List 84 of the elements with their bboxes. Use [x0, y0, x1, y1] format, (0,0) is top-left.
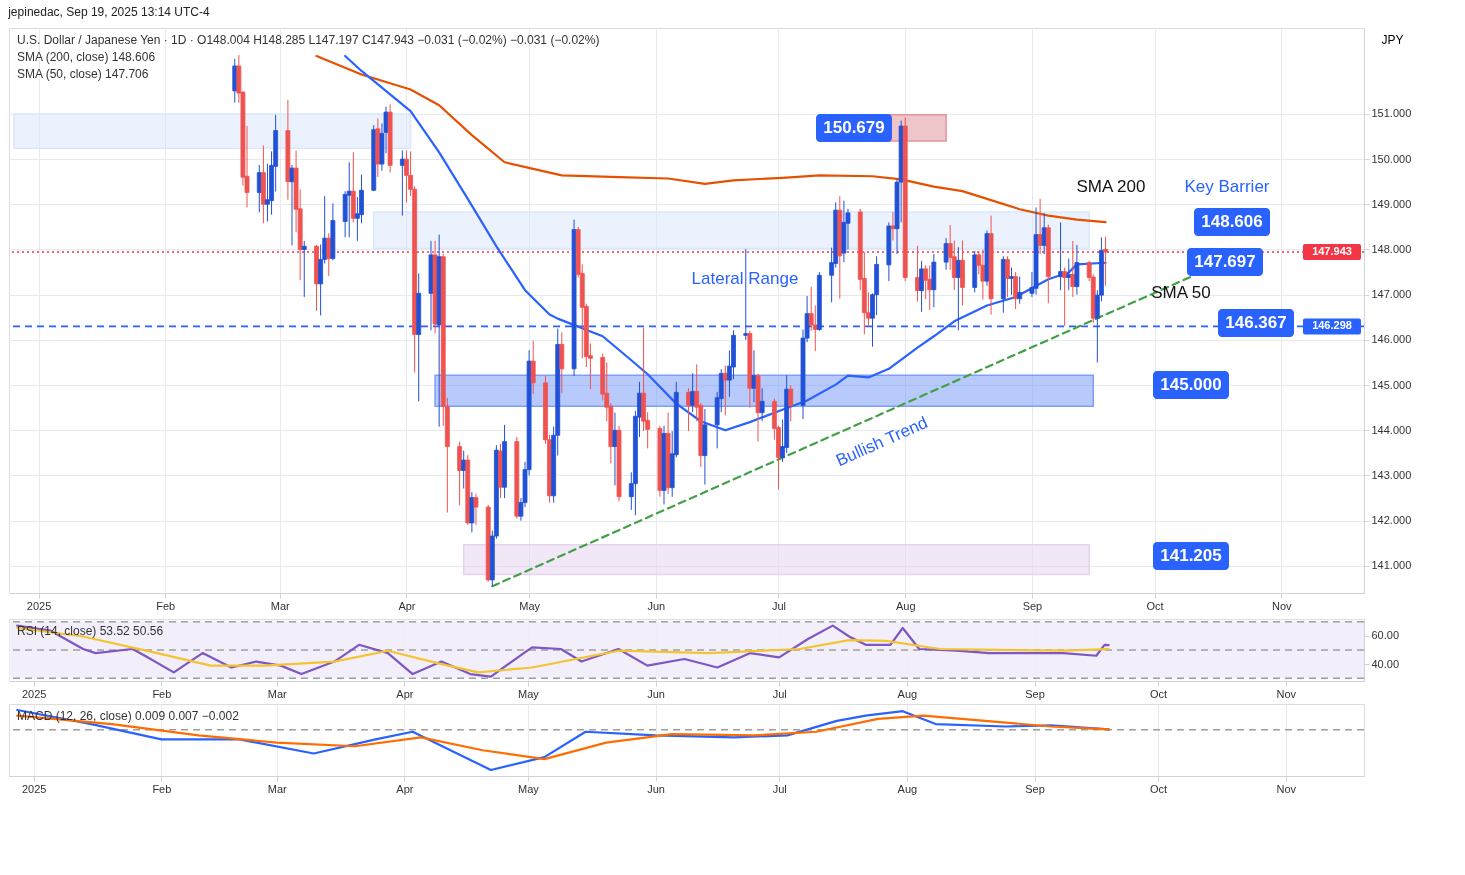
- y-tick-label: 144.000: [1371, 423, 1412, 436]
- candlestick: [530, 340, 536, 395]
- x-tick-label: May: [518, 782, 540, 795]
- x-tick-label: Oct: [1146, 599, 1164, 612]
- x-tick-label: Aug: [897, 687, 918, 700]
- candlestick: [890, 211, 896, 241]
- annotation: 146.367: [1225, 313, 1287, 332]
- y-tick-label: 142.000: [1371, 514, 1412, 527]
- y-tick-label: 151.000: [1371, 107, 1412, 120]
- x-tick-label: Feb: [156, 599, 176, 612]
- ref-line-label: 146.298: [1312, 319, 1352, 332]
- y-tick-label: 145.000: [1371, 378, 1412, 391]
- annotation: U.S. Dollar / Japanese Yen · 1D · O148.004 H148.285 L147.197 C147.943 −0.031 (−0.02%) −0.031 (−0.02%): [17, 33, 600, 47]
- y-tick-label: 40.00: [1371, 657, 1400, 670]
- x-tick-label: May: [518, 687, 540, 700]
- candlestick: [759, 387, 765, 422]
- chart-title: jepinedac, Sep 19, 2025 13:14 UTC-4: [7, 5, 210, 20]
- x-tick-label: Aug: [895, 599, 916, 612]
- x-tick-label: Feb: [152, 782, 172, 795]
- y-tick-label: 141.000: [1371, 559, 1412, 572]
- candlestick: [788, 384, 794, 422]
- annotation: Lateral Range: [691, 269, 799, 288]
- y-tick-label: 146.000: [1371, 333, 1412, 346]
- candlestick: [919, 260, 924, 313]
- x-tick-label: Oct: [1150, 782, 1168, 795]
- x-tick-label: May: [519, 599, 541, 612]
- annotation: SMA (200, close) 148.606: [17, 50, 156, 64]
- candlestick: [1005, 255, 1010, 298]
- candlestick: [1074, 244, 1080, 296]
- annotation: 150.679: [823, 118, 885, 137]
- x-tick-label: Oct: [1150, 687, 1168, 700]
- candlestick: [743, 248, 749, 341]
- x-tick-label: Nov: [1272, 599, 1293, 612]
- x-tick-label: Jun: [647, 687, 665, 700]
- candlestick: [1017, 276, 1023, 305]
- x-tick-label: Nov: [1276, 782, 1297, 795]
- y-tick-label: 149.000: [1371, 197, 1412, 210]
- x-tick-label: Mar: [267, 687, 288, 700]
- candlestick: [404, 149, 409, 203]
- x-tick-label: Jun: [647, 599, 666, 612]
- x-tick-label: Aug: [897, 782, 918, 795]
- x-tick-label: Jul: [772, 687, 787, 700]
- x-tick-label: Nov: [1276, 687, 1297, 700]
- x-tick-label: Apr: [398, 599, 416, 612]
- x-tick-label: Apr: [396, 687, 414, 700]
- annotation: SMA 50: [1151, 283, 1211, 302]
- annotation: 148.606: [1201, 212, 1263, 231]
- x-tick-label: Sep: [1022, 599, 1043, 612]
- x-tick-label: 2025: [26, 599, 52, 612]
- x-tick-label: Jul: [772, 782, 787, 795]
- y-axis-title: JPY: [1381, 32, 1404, 47]
- candlestick: [301, 240, 307, 298]
- x-tick-label: Sep: [1025, 782, 1045, 795]
- annotation: 141.205: [1160, 546, 1222, 565]
- y-tick-label: 147.000: [1371, 288, 1412, 301]
- x-tick-label: 2025: [21, 687, 47, 700]
- candlestick: [1103, 236, 1108, 287]
- candlestick: [461, 450, 467, 490]
- ref-line-label: 147.943: [1312, 245, 1352, 258]
- annotation: 147.697: [1194, 252, 1256, 271]
- candlestick: [943, 237, 949, 271]
- annotation: Key Barrier: [1184, 177, 1270, 196]
- annotation: SMA 200: [1076, 177, 1146, 196]
- y-tick-label: 148.000: [1371, 242, 1412, 255]
- x-tick-label: Jun: [647, 782, 665, 795]
- x-tick-label: Apr: [396, 782, 414, 795]
- x-tick-label: Feb: [152, 687, 172, 700]
- candlestick: [457, 441, 463, 506]
- y-tick-label: 143.000: [1371, 468, 1412, 481]
- x-tick-label: Sep: [1025, 687, 1045, 700]
- candlestick: [1013, 271, 1018, 310]
- annotation: 145.000: [1160, 375, 1222, 394]
- candlestick: [399, 149, 405, 217]
- candlestick: [1009, 267, 1014, 296]
- y-tick-label: 60.00: [1371, 629, 1400, 642]
- x-tick-label: Mar: [267, 782, 288, 795]
- candlestick: [473, 493, 479, 526]
- y-tick-label: 150.000: [1371, 152, 1412, 165]
- candlestick: [1062, 267, 1068, 327]
- x-tick-label: 2025: [21, 782, 47, 795]
- x-tick-label: Jul: [771, 599, 787, 612]
- x-tick-label: Mar: [270, 599, 291, 612]
- annotation: Bullish Trend: [833, 412, 931, 471]
- annotation: SMA (50, close) 147.706: [17, 67, 149, 81]
